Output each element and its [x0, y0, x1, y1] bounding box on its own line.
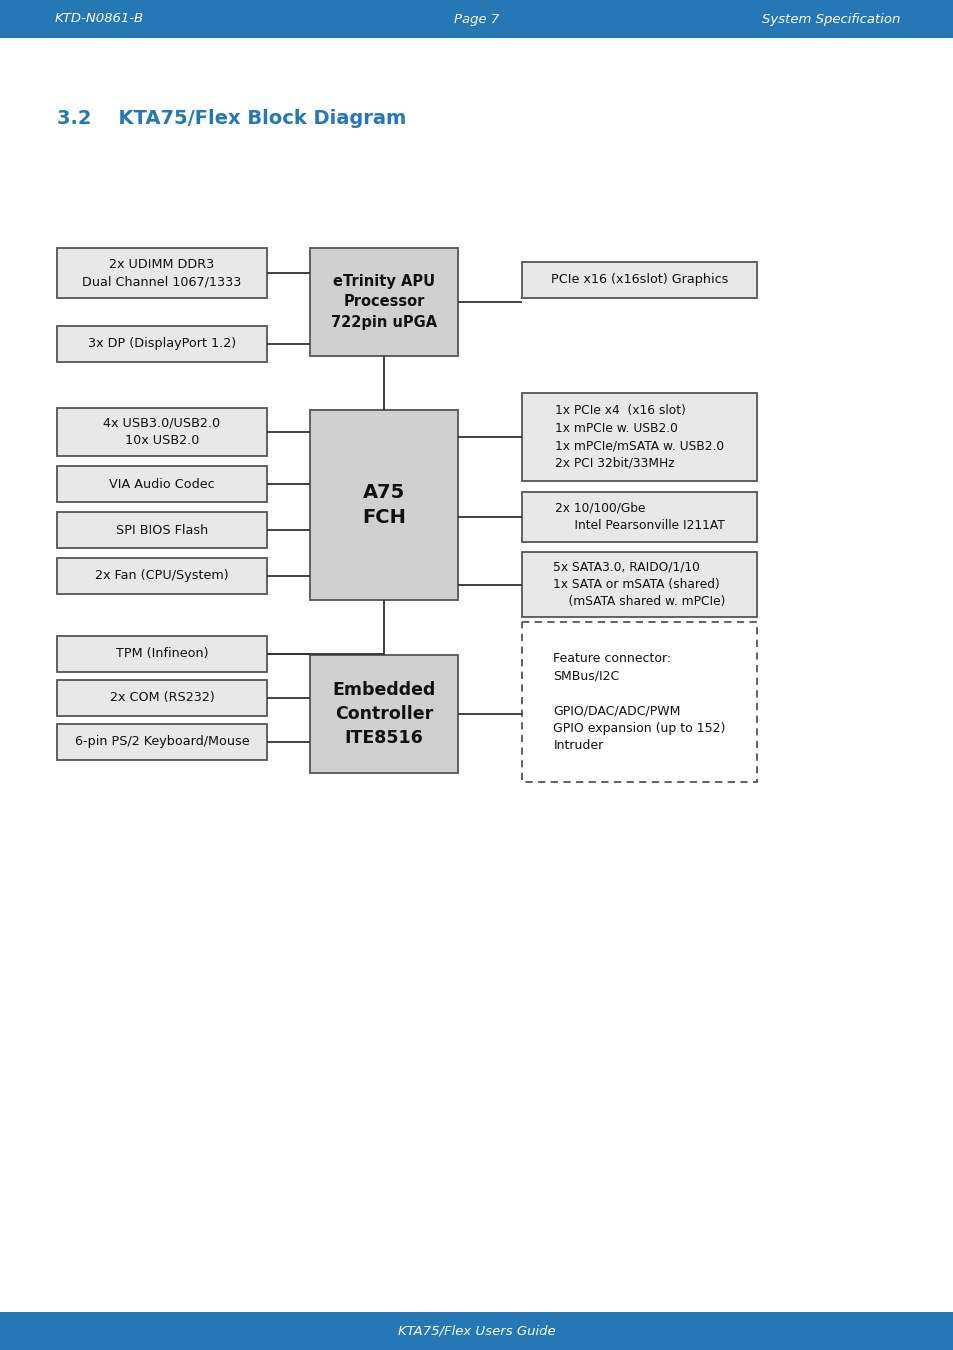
Text: 3x DP (DisplayPort 1.2): 3x DP (DisplayPort 1.2)	[88, 338, 235, 351]
Bar	[521, 262, 757, 298]
Text: VIA Audio Codec: VIA Audio Codec	[109, 478, 214, 490]
Text: 5x SATA3.0, RAIDO/1/10
1x SATA or mSATA (shared)
    (mSATA shared w. mPCIe): 5x SATA3.0, RAIDO/1/10 1x SATA or mSATA …	[553, 560, 725, 609]
Text: PCIe x16 (x16slot) Graphics: PCIe x16 (x16slot) Graphics	[550, 274, 727, 286]
Text: 4x USB3.0/USB2.0
10x USB2.0: 4x USB3.0/USB2.0 10x USB2.0	[103, 417, 220, 447]
Text: Page 7: Page 7	[454, 12, 499, 26]
Bar	[521, 622, 757, 782]
Bar	[57, 636, 267, 672]
Text: 3.2    KTA75/Flex Block Diagram: 3.2 KTA75/Flex Block Diagram	[57, 108, 406, 127]
Bar	[521, 552, 757, 617]
Text: KTA75/Flex Users Guide: KTA75/Flex Users Guide	[397, 1324, 556, 1338]
Bar	[0, 1312, 953, 1350]
Bar	[310, 248, 457, 356]
Text: 2x UDIMM DDR3
Dual Channel 1067/1333: 2x UDIMM DDR3 Dual Channel 1067/1333	[82, 258, 241, 289]
Bar	[310, 410, 457, 599]
Text: Embedded
Controller
ITE8516: Embedded Controller ITE8516	[332, 680, 436, 748]
Text: eTrinity APU
Processor
722pin uPGA: eTrinity APU Processor 722pin uPGA	[331, 274, 436, 329]
Bar	[57, 512, 267, 548]
Bar	[57, 408, 267, 456]
Bar	[521, 491, 757, 541]
Text: 1x PCIe x4  (x16 slot)
1x mPCIe w. USB2.0
1x mPCIe/mSATA w. USB2.0
2x PCI 32bit/: 1x PCIe x4 (x16 slot) 1x mPCIe w. USB2.0…	[555, 404, 723, 470]
Text: Feature connector:
SMBus/I2C

GPIO/DAC/ADC/PWM
GPIO expansion (up to 152)
Intrud: Feature connector: SMBus/I2C GPIO/DAC/AD…	[553, 652, 725, 752]
Text: A75
FCH: A75 FCH	[362, 483, 406, 528]
Text: 2x COM (RS232): 2x COM (RS232)	[110, 691, 214, 705]
Bar	[57, 680, 267, 716]
Bar	[57, 325, 267, 362]
Bar	[57, 724, 267, 760]
Bar	[0, 0, 953, 38]
Bar	[521, 393, 757, 481]
Text: 2x Fan (CPU/System): 2x Fan (CPU/System)	[95, 570, 229, 582]
Text: KTD-N0861-B: KTD-N0861-B	[55, 12, 144, 26]
Bar	[310, 655, 457, 774]
Bar	[57, 248, 267, 298]
Bar	[57, 466, 267, 502]
Text: System Specification: System Specification	[760, 12, 899, 26]
Text: SPI BIOS Flash: SPI BIOS Flash	[115, 524, 208, 536]
Text: TPM (Infineon): TPM (Infineon)	[115, 648, 208, 660]
Bar	[57, 558, 267, 594]
Text: 6-pin PS/2 Keyboard/Mouse: 6-pin PS/2 Keyboard/Mouse	[74, 736, 249, 748]
Text: 2x 10/100/Gbe
     Intel Pearsonville I211AT: 2x 10/100/Gbe Intel Pearsonville I211AT	[554, 502, 723, 532]
